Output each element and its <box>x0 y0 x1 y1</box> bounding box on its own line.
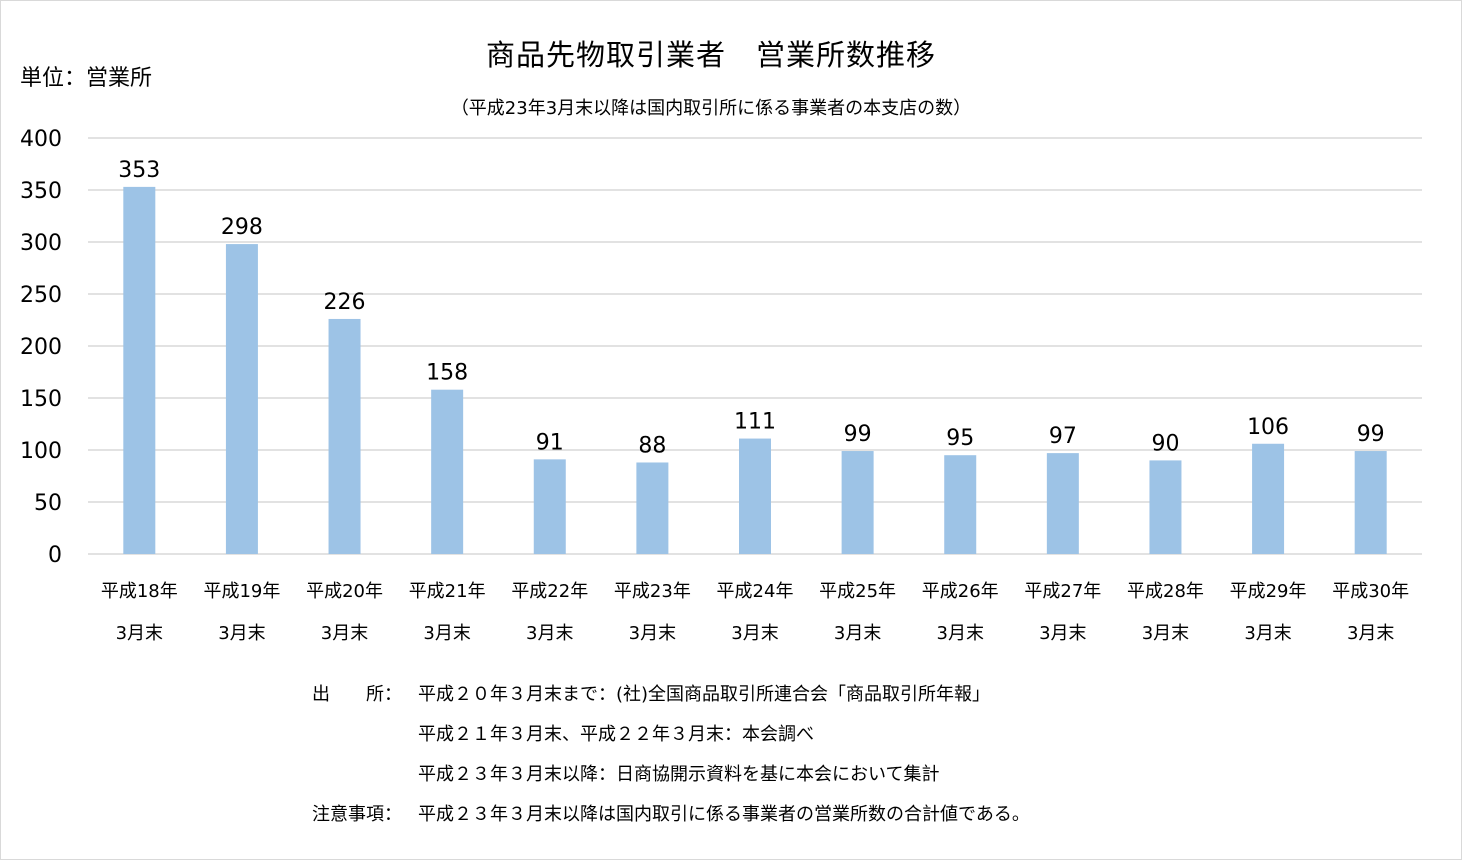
x-tick-label-month: 3月末 <box>629 623 676 644</box>
data-label: 99 <box>844 422 872 447</box>
y-tick-label: 250 <box>20 283 62 308</box>
x-tick-label: 平成30年 <box>1332 581 1409 602</box>
source-line-3: 平成２３年３月末以降：日商協開示資料を基に本会において集計 <box>418 764 940 785</box>
y-tick-label: 350 <box>20 179 62 204</box>
bar <box>636 462 669 554</box>
data-label: 111 <box>734 410 776 435</box>
data-label: 99 <box>1357 422 1385 447</box>
data-label: 106 <box>1247 415 1289 440</box>
data-label: 91 <box>536 430 564 455</box>
bar <box>533 459 566 554</box>
x-tick-label-month: 3月末 <box>526 623 573 644</box>
bar <box>841 451 874 554</box>
x-tick-label-month: 3月末 <box>116 623 163 644</box>
data-label: 90 <box>1151 431 1179 456</box>
x-tick-label: 平成25年 <box>819 581 896 602</box>
source-line-1: 平成２０年３月末まで：(社)全国商品取引所連合会「商品取引所年報」 <box>418 684 991 705</box>
x-tick-label-month: 3月末 <box>1142 623 1189 644</box>
bar <box>225 244 258 554</box>
x-tick-label-month: 3月末 <box>731 623 778 644</box>
source-label: 出 所： <box>312 684 402 705</box>
x-tick-label: 平成26年 <box>922 581 999 602</box>
bar <box>328 318 361 554</box>
x-tick-label: 平成27年 <box>1024 581 1101 602</box>
bar <box>1252 443 1285 554</box>
y-tick-label: 400 <box>20 127 62 152</box>
x-tick-label-month: 3月末 <box>423 623 470 644</box>
chart-subtitle: （平成23年3月末以降は国内取引所に係る事業者の本支店の数） <box>450 98 972 119</box>
caution-text: 平成２３年３月末以降は国内取引に係る事業者の営業所数の合計値である。 <box>418 804 1030 825</box>
x-tick-label: 平成20年 <box>306 581 383 602</box>
y-tick-label: 0 <box>48 543 62 568</box>
gridlines <box>88 137 1422 555</box>
x-tick-label: 平成28年 <box>1127 581 1204 602</box>
y-tick-label: 300 <box>20 231 62 256</box>
x-tick-label-month: 3月末 <box>937 623 984 644</box>
x-tick-label-month: 3月末 <box>1347 623 1394 644</box>
caution-label: 注意事項： <box>312 804 402 825</box>
unit-label: 単位：営業所 <box>20 66 153 91</box>
x-tick-label: 平成21年 <box>409 581 486 602</box>
bar <box>123 186 156 554</box>
data-label: 353 <box>118 158 160 183</box>
x-tick-label-month: 3月末 <box>321 623 368 644</box>
x-tick-label: 平成18年 <box>101 581 178 602</box>
x-tick-label: 平成29年 <box>1230 581 1307 602</box>
y-axis-ticks: 0 50 100 150 200 250 300 350 400 <box>20 127 62 568</box>
y-tick-label: 50 <box>34 491 62 516</box>
bars <box>123 186 1387 554</box>
bar <box>1149 460 1182 554</box>
data-label: 158 <box>426 361 468 386</box>
x-tick-label: 平成19年 <box>203 581 280 602</box>
y-tick-label: 150 <box>20 387 62 412</box>
data-label: 97 <box>1049 424 1077 449</box>
x-axis-labels: 平成18年 3月末 平成19年 3月末 平成20年 3月末 平成21年 3月末 平成22年 3月末… <box>101 581 1409 644</box>
x-tick-label-month: 3月末 <box>1244 623 1291 644</box>
x-tick-label-month: 3月末 <box>1039 623 1086 644</box>
data-label: 298 <box>221 215 263 240</box>
x-tick-label: 平成24年 <box>717 581 794 602</box>
bar <box>1354 451 1387 554</box>
data-label: 226 <box>324 290 366 315</box>
bar <box>431 389 464 554</box>
bar <box>944 455 977 554</box>
y-tick-label: 100 <box>20 439 62 464</box>
data-label: 88 <box>638 433 666 458</box>
x-tick-label-month: 3月末 <box>218 623 265 644</box>
x-tick-label: 平成23年 <box>614 581 691 602</box>
x-tick-label-month: 3月末 <box>834 623 881 644</box>
bar <box>1046 453 1079 554</box>
chart-title: 商品先物取引業者 営業所数推移 <box>485 38 936 72</box>
bar <box>739 438 771 554</box>
source-line-2: 平成２１年３月末、平成２２年３月末：本会調べ <box>418 724 814 745</box>
y-tick-label: 200 <box>20 335 62 360</box>
data-label: 95 <box>946 426 974 451</box>
x-tick-label: 平成22年 <box>511 581 588 602</box>
data-labels: 353 298 226 158 91 88 111 99 95 97 90 106 99 <box>118 158 1384 459</box>
